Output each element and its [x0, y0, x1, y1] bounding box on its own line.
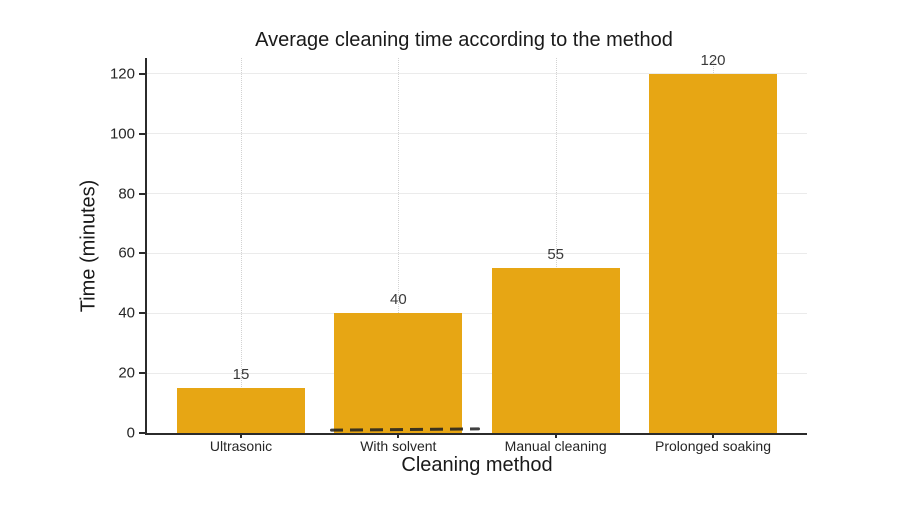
horizontal-gridline — [147, 193, 807, 195]
y-tick-mark — [139, 72, 146, 75]
horizontal-gridline — [147, 133, 807, 135]
y-tick-mark — [139, 132, 146, 135]
horizontal-gridline — [147, 73, 807, 75]
y-tick-label: 120 — [109, 65, 135, 83]
x-axis-label: Cleaning method — [401, 454, 553, 476]
bar-value-label: 55 — [547, 246, 564, 264]
y-tick-mark — [139, 192, 146, 195]
x-tick-label: Prolonged soaking — [655, 438, 771, 454]
bar-with-solvent — [334, 313, 463, 433]
vertical-gridline — [241, 58, 242, 433]
y-tick-label: 40 — [118, 304, 135, 322]
x-tick-mark — [712, 434, 714, 438]
vertical-gridline — [398, 58, 400, 433]
y-tick-label: 100 — [109, 125, 135, 143]
horizontal-gridline — [147, 252, 807, 254]
bar-value-label: 40 — [389, 291, 407, 309]
chart-title: Average cleaning time according to the m… — [255, 29, 673, 51]
x-tick-mark — [240, 434, 242, 438]
y-axis-label: Time (minutes) — [77, 179, 100, 313]
y-tick-mark — [139, 252, 146, 255]
bar-value-label: 15 — [232, 366, 250, 384]
bar-prolonged-soaking — [649, 73, 777, 433]
bar-value-label: 120 — [700, 51, 726, 69]
y-tick-label: 0 — [126, 424, 135, 442]
x-tick-mark — [397, 434, 400, 438]
vertical-gridline — [555, 58, 557, 433]
y-tick-mark — [139, 312, 146, 315]
bar-manual-cleaning — [491, 268, 620, 433]
bar-ultrasonic — [177, 388, 305, 433]
x-tick-label: Ultrasonic — [209, 438, 273, 454]
x-tick-label: With solvent — [360, 438, 437, 454]
y-tick-mark — [139, 372, 146, 375]
y-tick-label: 20 — [118, 364, 135, 382]
horizontal-gridline — [147, 372, 807, 374]
y-tick-label: 60 — [118, 244, 135, 262]
horizontal-gridline — [147, 312, 807, 314]
y-axis-spine — [145, 58, 147, 435]
x-tick-label: Manual cleaning — [504, 438, 607, 454]
plot-area — [147, 58, 807, 433]
y-tick-label: 80 — [118, 185, 135, 203]
x-tick-mark — [554, 434, 557, 438]
x-axis-spine — [145, 433, 807, 435]
y-tick-mark — [139, 432, 146, 434]
